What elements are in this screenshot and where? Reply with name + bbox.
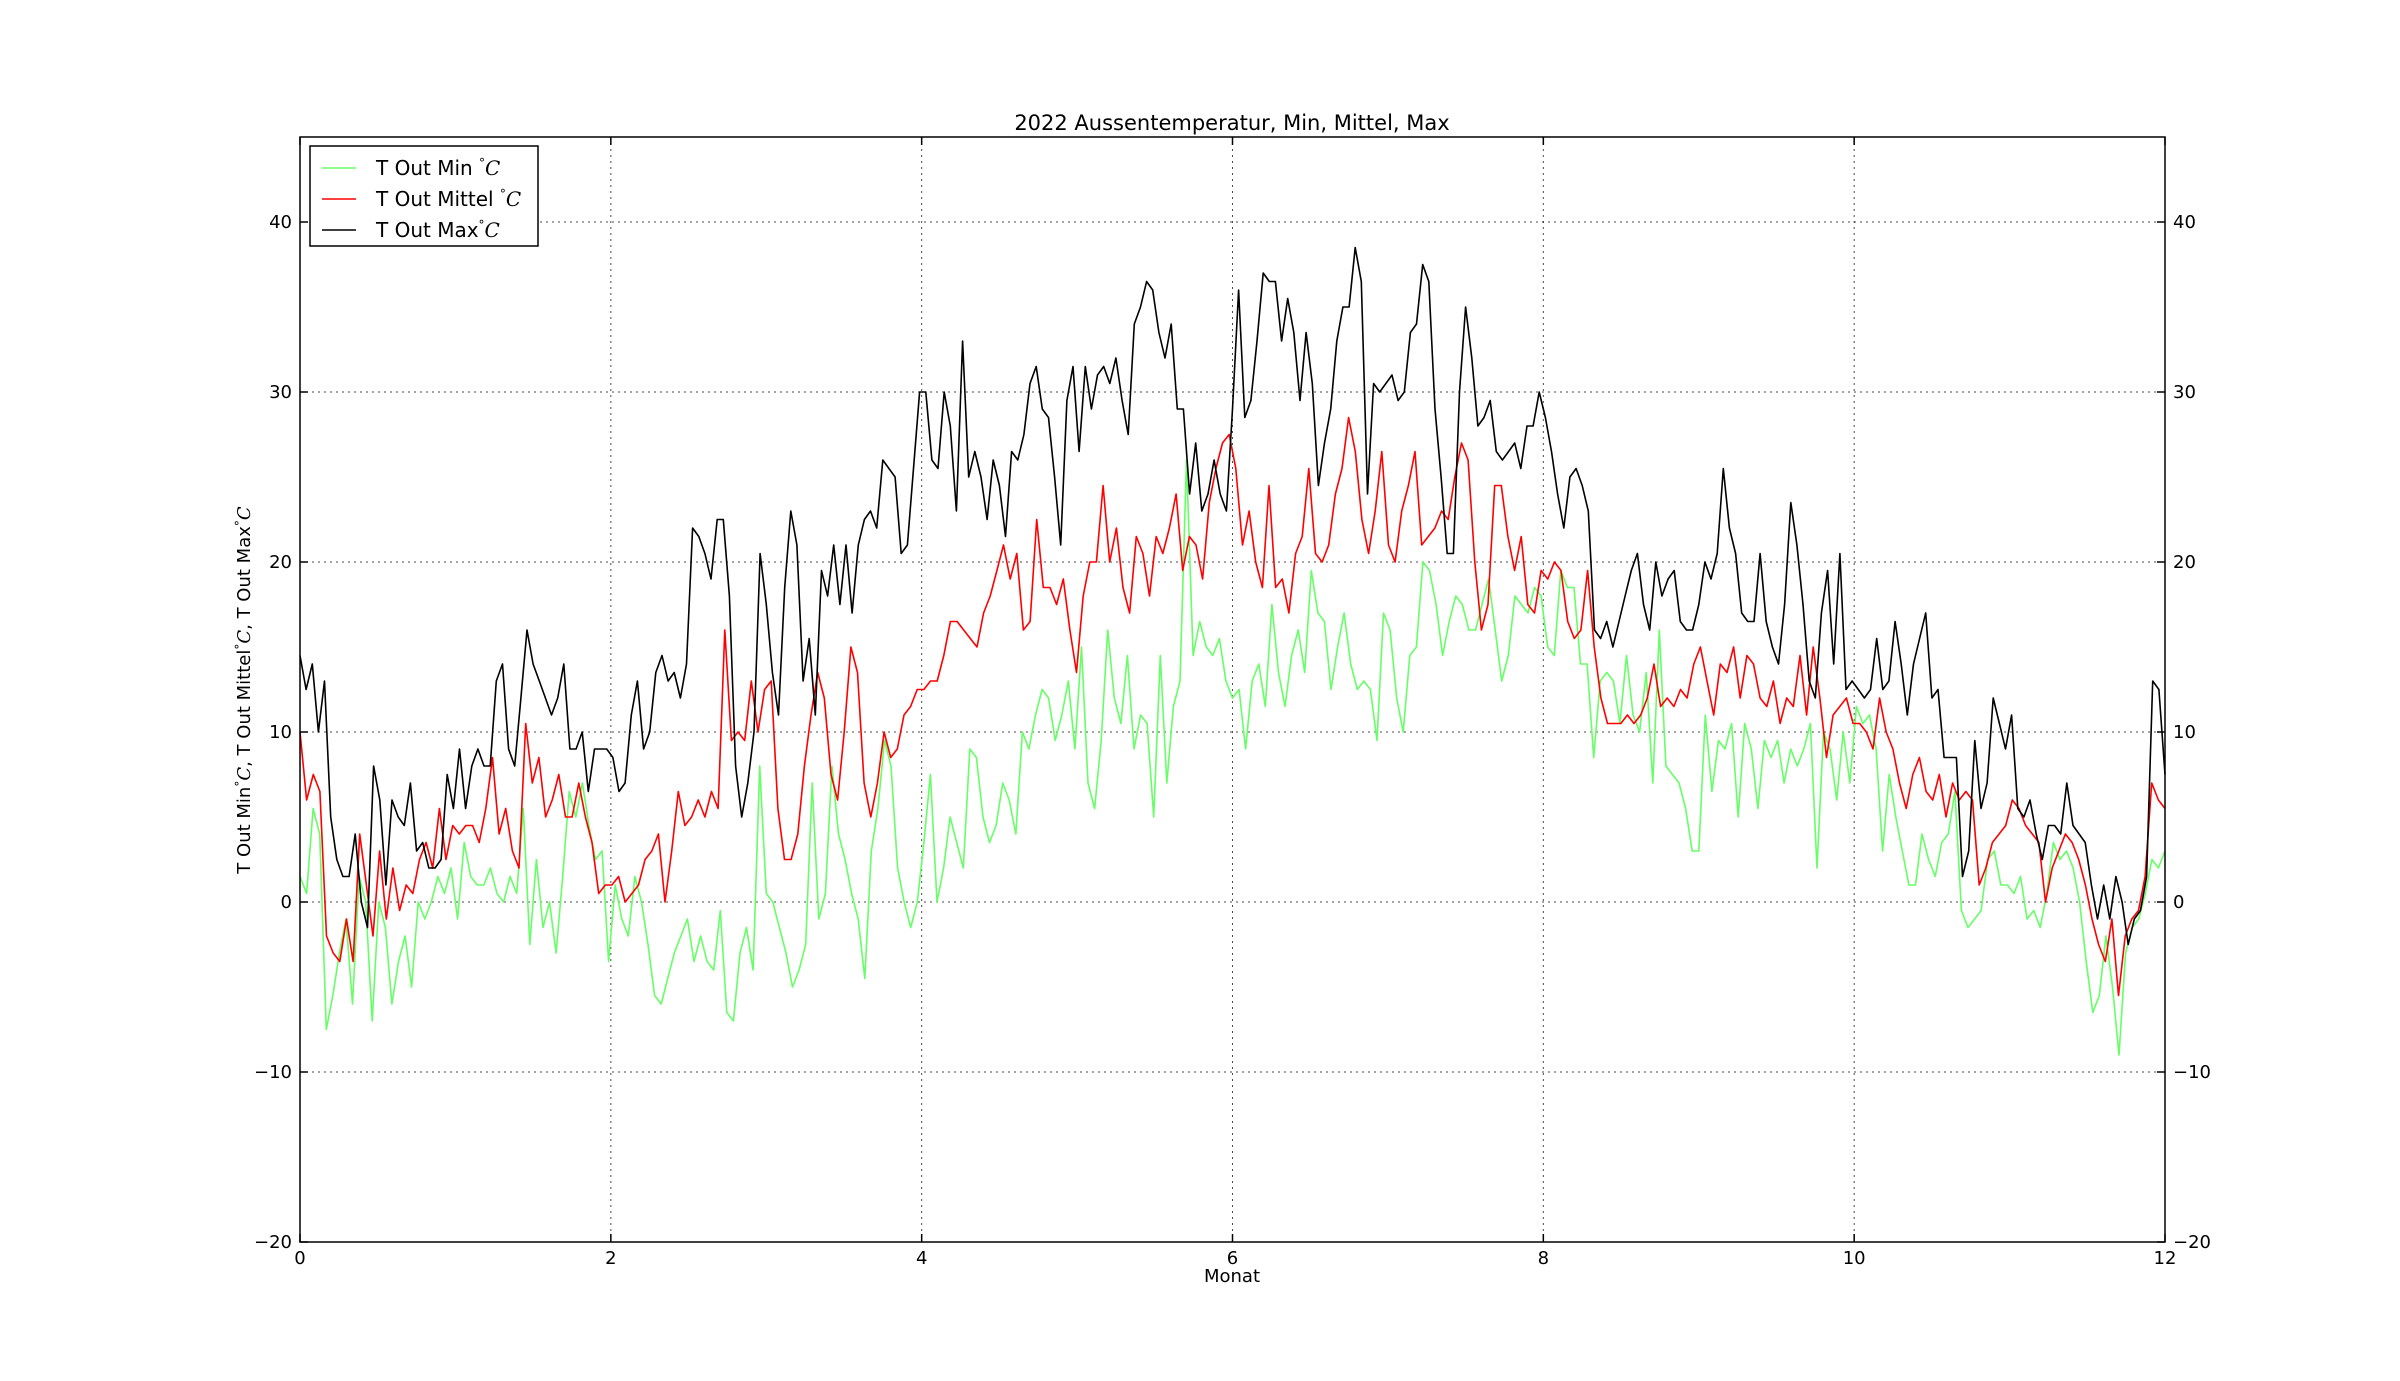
x-tick-label: 0 [294,1248,305,1269]
y-tick-label-right: −20 [2173,1232,2211,1253]
legend: T Out Min °CT Out Mittel °CT Out Max°C [309,145,539,247]
x-tick-label: 12 [2154,1248,2177,1269]
y-tick-label-right: 10 [2173,722,2196,743]
y-tick-label-right: 40 [2173,212,2196,233]
y-tick-label-left: 10 [269,722,292,743]
series-line-t-out-mittel [299,416,2166,997]
y-tick-label-right: 0 [2173,892,2184,913]
y-tick-label-left: 30 [269,382,292,403]
y-axis-title: T Out Min°C, T Out Mittel°C, T Out Max°C [233,506,255,875]
series-lines [299,246,2166,1056]
legend-label: T Out Mittel °C [375,187,521,211]
y-tick-label-right: 30 [2173,382,2196,403]
chart-title: 2022 Aussentemperatur, Min, Mittel, Max [1014,111,1449,135]
series-line-t-out-max [299,246,2166,946]
x-tick-label: 10 [1843,1248,1866,1269]
y-tick-label-left: −20 [254,1232,292,1253]
y-tick-label-left: −10 [254,1062,292,1083]
y-tick-label-left: 40 [269,212,292,233]
y-tick-label-left: 20 [269,552,292,573]
x-tick-label: 4 [916,1248,927,1269]
y-tick-label-right: 20 [2173,552,2196,573]
x-tick-label: 8 [1538,1248,1549,1269]
x-tick-label: 6 [1227,1248,1238,1269]
y-tick-label-right: −10 [2173,1062,2211,1083]
x-axis-title: Monat [1204,1266,1260,1287]
grid-lines [300,137,2165,1242]
y-tick-label-left: 0 [281,892,292,913]
x-tick-label: 2 [605,1248,616,1269]
series-line-t-out-min [299,459,2166,1056]
